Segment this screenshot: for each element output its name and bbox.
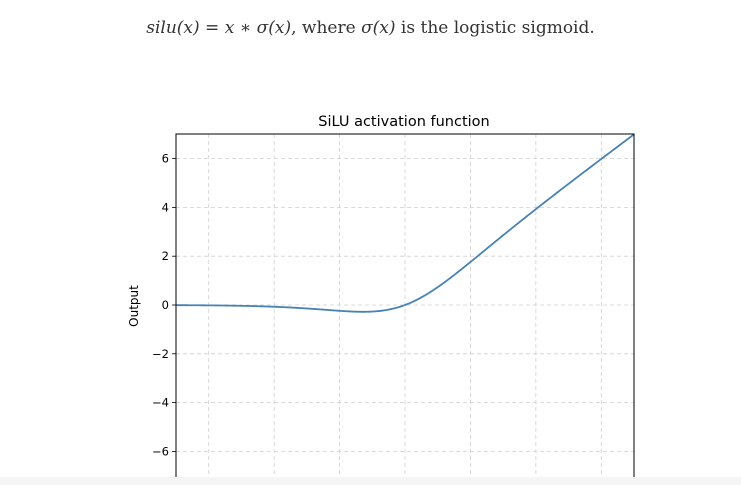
formula-suffix: is the logistic sigmoid.	[395, 18, 595, 38]
y-tick-label-0: −6	[152, 444, 169, 458]
y-tick-label-1: −4	[152, 396, 169, 410]
formula-middle: , where	[291, 18, 362, 38]
y-tick-label-5: 4	[162, 200, 169, 214]
formula-equals: =	[199, 18, 225, 38]
y-axis-ticks: −6 −4 −2 0 2 4 6	[152, 152, 176, 458]
y-axis-label: Output	[127, 285, 141, 327]
plot-frame	[175, 133, 635, 485]
y-tick-label-3: 0	[162, 298, 169, 312]
formula-lhs: silu(x)	[146, 18, 200, 38]
y-tick-label-2: −2	[152, 347, 169, 361]
formula-rhs: x ∗ σ(x)	[224, 18, 292, 38]
formula-sigma-term: σ(x)	[361, 18, 396, 38]
formula-text: silu(x) = x ∗ σ(x), where σ(x) is the lo…	[0, 18, 741, 38]
bottom-edge	[0, 477, 741, 485]
grid-lines	[176, 134, 634, 485]
series-line-silu	[176, 133, 635, 313]
y-tick-label-4: 2	[162, 249, 169, 263]
chart-title: SiLU activation function	[318, 114, 489, 130]
y-tick-label-6: 6	[162, 152, 169, 166]
